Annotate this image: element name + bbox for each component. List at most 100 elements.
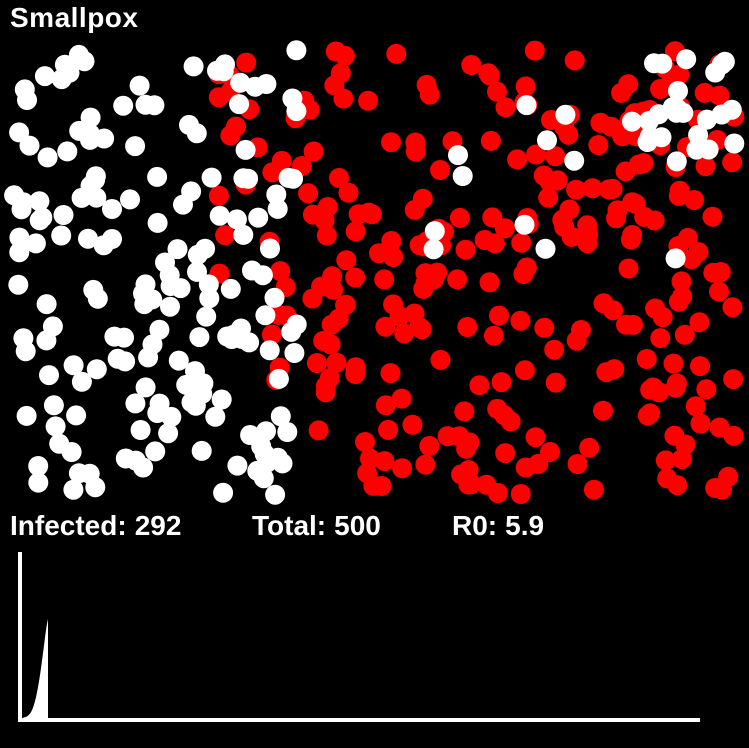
- healthy-agent: [181, 181, 202, 202]
- infected-agent: [335, 295, 356, 316]
- healthy-agent: [107, 348, 128, 369]
- r0-stat: R0: 5.9: [452, 510, 544, 542]
- infected-agent: [380, 363, 401, 384]
- infected-agent: [611, 82, 632, 103]
- healthy-agent: [255, 305, 276, 326]
- infected-agent: [357, 463, 378, 484]
- infected-agent: [313, 331, 334, 351]
- infected-agent: [709, 85, 730, 106]
- infected-agent: [590, 112, 611, 133]
- infected-agent: [534, 317, 555, 338]
- healthy-agent: [226, 209, 247, 230]
- infected-agent: [511, 232, 532, 253]
- healthy-agent: [145, 441, 166, 462]
- healthy-agent: [267, 198, 288, 219]
- infected-agent: [482, 207, 503, 228]
- infected-agent: [458, 460, 479, 481]
- healthy-agent: [94, 128, 115, 149]
- infected-agent: [358, 202, 379, 223]
- infected-agent: [689, 312, 710, 333]
- infected-agent: [650, 79, 671, 99]
- total-label: Total:: [252, 510, 327, 541]
- healthy-agent: [201, 167, 222, 188]
- healthy-agent: [63, 355, 84, 376]
- healthy-agent: [51, 225, 72, 246]
- healthy-agent: [57, 141, 78, 162]
- infected-agent: [430, 160, 451, 180]
- healthy-agent: [125, 136, 146, 157]
- infected-agent: [637, 405, 658, 426]
- healthy-agent: [155, 252, 175, 273]
- healthy-agent: [686, 139, 707, 160]
- infected-agent: [333, 88, 354, 109]
- healthy-agent: [189, 327, 210, 348]
- healthy-agent: [193, 373, 214, 394]
- infected-agent: [533, 165, 554, 186]
- infected-agent: [489, 305, 509, 326]
- infected-agent: [469, 375, 490, 396]
- infected-agent: [358, 90, 379, 111]
- healthy-agent: [516, 95, 537, 116]
- infected-agent: [696, 379, 717, 400]
- infected-agent: [369, 243, 389, 264]
- infected-agent: [302, 204, 323, 225]
- infected-agent: [514, 360, 535, 381]
- infected-agent: [526, 144, 547, 165]
- infected-agent: [261, 324, 282, 345]
- healthy-agent: [270, 406, 291, 427]
- r0-value: 5.9: [505, 510, 545, 541]
- infected-agent: [579, 437, 600, 458]
- healthy-agent: [11, 199, 32, 220]
- healthy-agent: [170, 278, 191, 299]
- healthy-agent: [34, 66, 55, 87]
- healthy-agent: [676, 49, 697, 70]
- healthy-agent: [213, 61, 234, 82]
- total-value: 500: [334, 510, 381, 541]
- healthy-agent: [17, 90, 37, 110]
- infected-agent: [220, 125, 241, 146]
- healthy-agent: [265, 484, 286, 505]
- healthy-agent: [176, 374, 197, 395]
- infected-agent: [685, 396, 706, 417]
- infected-agent: [525, 427, 546, 448]
- infected-agent: [582, 178, 603, 199]
- infected-agent: [316, 225, 337, 246]
- healthy-agent: [183, 56, 204, 77]
- infected-agent: [236, 52, 257, 73]
- infected-agent: [577, 223, 598, 244]
- healthy-agent: [102, 199, 122, 219]
- infected-agent: [559, 199, 580, 220]
- healthy-agent: [714, 51, 735, 72]
- infected-agent: [326, 352, 347, 373]
- infected-agent: [650, 328, 671, 349]
- healthy-agent: [168, 350, 189, 371]
- infected-agent: [415, 454, 436, 475]
- infected-agent: [598, 179, 619, 200]
- infected-agent: [648, 382, 669, 403]
- infected-agent: [315, 376, 336, 396]
- healthy-agent: [260, 238, 280, 259]
- infected-agent: [566, 179, 587, 200]
- healthy-agent: [43, 395, 64, 416]
- infected-agent: [684, 190, 705, 210]
- healthy-agent: [537, 130, 557, 151]
- infected-agent: [454, 401, 475, 422]
- infected-agent: [405, 132, 426, 153]
- infected-agent: [495, 97, 516, 118]
- healthy-agent: [199, 288, 220, 309]
- infected-agent: [544, 339, 565, 360]
- infected-agent: [336, 250, 357, 271]
- healthy-agent: [217, 326, 238, 347]
- healthy-agent: [254, 444, 275, 464]
- infected-agent: [618, 258, 639, 279]
- r0-label: R0:: [452, 510, 498, 541]
- infected-agent: [705, 478, 726, 498]
- healthy-agent: [259, 340, 280, 361]
- infected-agent: [325, 41, 346, 62]
- infected-agent: [583, 479, 604, 500]
- healthy-agent: [71, 371, 92, 392]
- infected-agent: [695, 156, 716, 177]
- infected-agent: [545, 372, 566, 393]
- infected-agent: [667, 475, 688, 496]
